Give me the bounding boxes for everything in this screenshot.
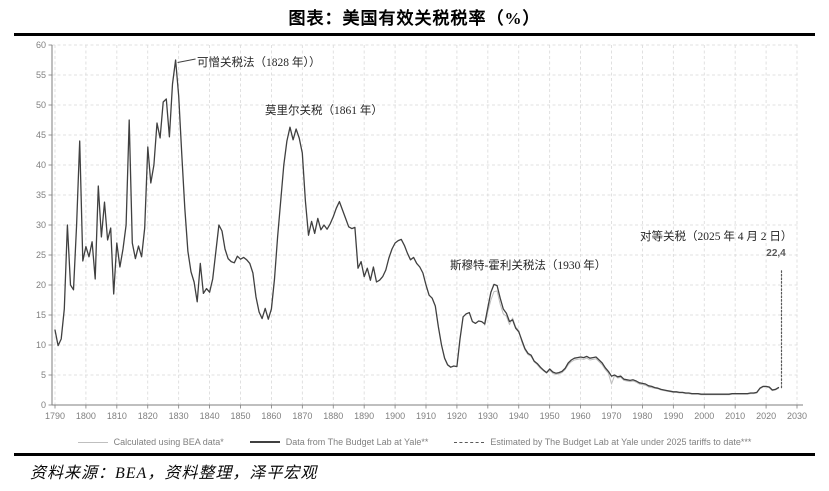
bottom-rule: [14, 453, 815, 456]
y-axis-labels: 0 5 10 15 20 25 30 35 40 45 50 55 60: [36, 40, 46, 410]
annotation-tariff-of-abominations-1828: 可憎关税法（1828 年））: [197, 57, 321, 69]
gridlines: [52, 44, 800, 405]
svg-text:1900: 1900: [385, 411, 405, 421]
svg-text:1890: 1890: [354, 411, 374, 421]
svg-text:40: 40: [36, 160, 46, 170]
estimate-line-swatch: [454, 441, 485, 443]
svg-text:15: 15: [36, 310, 46, 320]
svg-text:0: 0: [41, 400, 46, 410]
legend-label-estimate: Estimated by The Budget Lab at Yale unde…: [490, 437, 752, 447]
annotation-morrill-tariff-1861: 莫里尔关税（1861 年）: [265, 105, 383, 117]
page-title: 图表：美国有效关税税率（%）: [288, 9, 541, 28]
top-rule: [14, 33, 815, 36]
svg-text:1880: 1880: [323, 411, 343, 421]
source-note: 资料来源：BEA，资料整理，泽平宏观: [30, 465, 318, 482]
svg-text:5: 5: [41, 370, 46, 380]
svg-text:35: 35: [36, 190, 46, 200]
chart-legend: Calculated using BEA data* Data from The…: [14, 435, 815, 449]
yale-series-line: [54, 59, 780, 395]
svg-text:1960: 1960: [571, 411, 591, 421]
svg-text:45: 45: [36, 130, 46, 140]
svg-text:1830: 1830: [169, 411, 189, 421]
svg-text:50: 50: [36, 100, 46, 110]
legend-label-yale: Data from The Budget Lab at Yale**: [285, 437, 429, 447]
svg-text:2020: 2020: [756, 411, 776, 421]
svg-text:20: 20: [36, 280, 46, 290]
svg-text:2000: 2000: [694, 411, 714, 421]
x-axis-labels: 1790 1800 1810 1820 1830 1840 1850 1860 1870 1880…: [45, 411, 807, 421]
annotation-leader-line: [177, 58, 196, 63]
svg-text:55: 55: [36, 70, 46, 80]
svg-text:2010: 2010: [725, 411, 745, 421]
svg-text:1980: 1980: [632, 411, 652, 421]
annotation-reciprocal-tariff-2025: 对等关税（2025 年 4 月 2 日）: [640, 231, 793, 243]
svg-text:1800: 1800: [76, 411, 96, 421]
legend-item-bea: Calculated using BEA data*: [77, 437, 224, 447]
svg-text:1920: 1920: [447, 411, 467, 421]
annotation-smoot-hawley-1930: 斯穆特-霍利关税法（1930 年）: [450, 260, 607, 272]
bea-series-line: [484, 290, 779, 396]
svg-text:1990: 1990: [663, 411, 683, 421]
svg-text:1810: 1810: [107, 411, 127, 421]
legend-label-bea: Calculated using BEA data*: [113, 437, 224, 447]
svg-text:1820: 1820: [138, 411, 158, 421]
svg-text:1940: 1940: [509, 411, 529, 421]
svg-text:10: 10: [36, 340, 46, 350]
svg-text:25: 25: [36, 250, 46, 260]
data-label-2025-estimate: 22,4: [766, 248, 786, 259]
tick-marks: [48, 44, 798, 409]
svg-text:1870: 1870: [292, 411, 312, 421]
svg-text:1970: 1970: [601, 411, 621, 421]
svg-text:1840: 1840: [200, 411, 220, 421]
svg-text:1790: 1790: [45, 411, 65, 421]
yale-line-swatch: [249, 441, 280, 443]
svg-text:1950: 1950: [540, 411, 560, 421]
svg-text:1850: 1850: [230, 411, 250, 421]
svg-text:1860: 1860: [261, 411, 281, 421]
svg-text:60: 60: [36, 40, 46, 50]
legend-item-yale: Data from The Budget Lab at Yale**: [249, 437, 429, 447]
svg-text:1910: 1910: [416, 411, 436, 421]
svg-text:30: 30: [36, 220, 46, 230]
legend-item-estimate: Estimated by The Budget Lab at Yale unde…: [454, 437, 751, 447]
svg-text:1930: 1930: [478, 411, 498, 421]
svg-text:2030: 2030: [787, 411, 807, 421]
bea-line-swatch: [77, 441, 108, 443]
